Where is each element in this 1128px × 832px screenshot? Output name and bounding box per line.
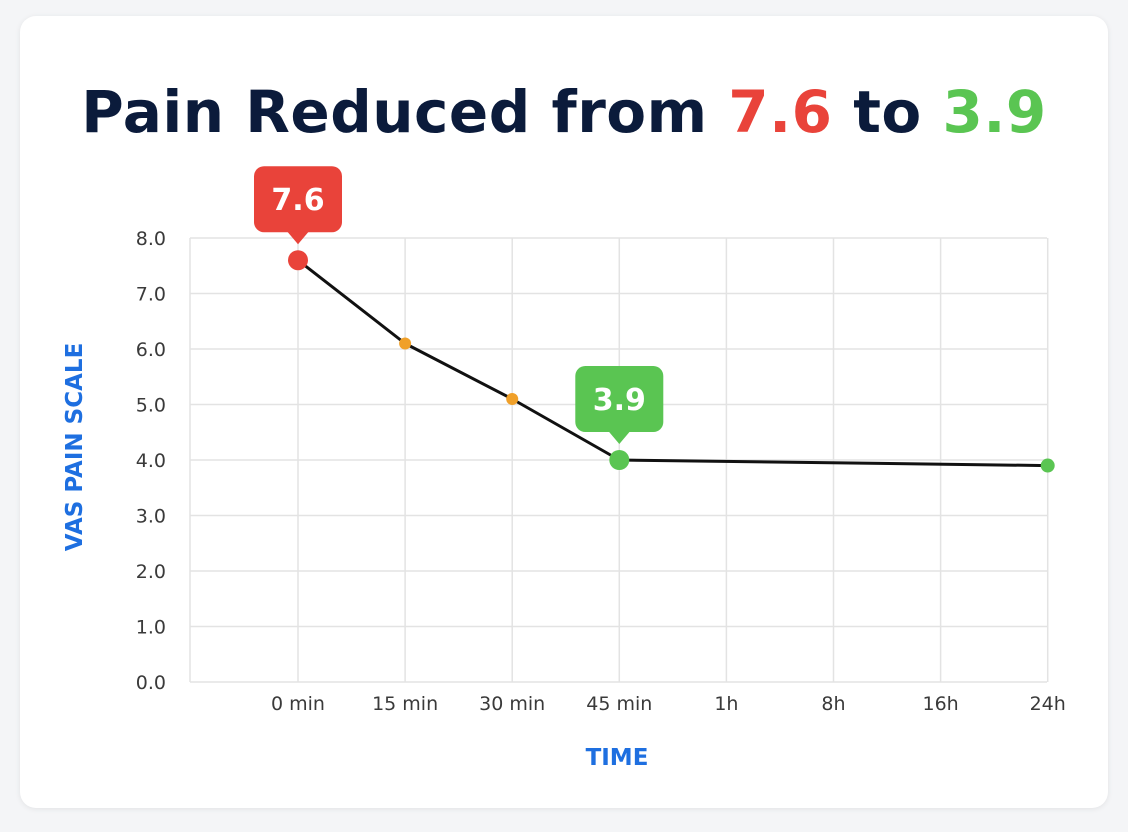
chart-card xyxy=(20,16,1108,808)
title-start-value: 7.6 xyxy=(728,78,833,146)
data-point xyxy=(506,392,519,405)
badge-label: 7.6 xyxy=(271,183,324,218)
data-point xyxy=(288,250,308,271)
title-middle: to xyxy=(832,78,943,146)
y-tick-label: 7.0 xyxy=(136,284,166,306)
y-axis-label: VAS PAIN SCALE xyxy=(62,343,88,552)
y-tick-label: 6.0 xyxy=(136,339,166,361)
badge-box xyxy=(575,366,664,432)
x-tick-labels: 0 min 15 min 30 min 45 min 1h 8h 16h 24h xyxy=(271,693,1066,715)
data-point xyxy=(399,337,412,350)
x-tick-label: 8h xyxy=(821,693,845,715)
title-end-value: 3.9 xyxy=(942,78,1047,146)
annotation-badges: 7.6 3.9 xyxy=(254,166,664,444)
grid-lines xyxy=(189,237,1049,683)
y-tick-label: 0.0 xyxy=(136,672,166,694)
badge-label: 3.9 xyxy=(593,383,646,418)
badge-pointer xyxy=(287,231,309,245)
y-tick-label: 4.0 xyxy=(136,450,166,472)
x-axis-label: TIME xyxy=(586,745,649,771)
y-tick-label: 2.0 xyxy=(136,561,166,583)
annotation-badge: 7.6 xyxy=(254,166,342,245)
y-tick-labels: 0.0 1.0 2.0 3.0 4.0 5.0 6.0 7.0 8.0 xyxy=(136,228,166,694)
y-tick-label: 3.0 xyxy=(136,506,166,528)
x-tick-label: 24h xyxy=(1030,693,1066,715)
annotation-badge: 3.9 xyxy=(575,366,664,444)
x-tick-label: 16h xyxy=(922,693,958,715)
data-point xyxy=(609,450,630,470)
chart-title: Pain Reduced from 7.6 to 3.9 xyxy=(0,78,1128,146)
x-tick-label: 30 min xyxy=(479,693,545,715)
y-tick-label: 8.0 xyxy=(136,228,166,250)
badge-pointer xyxy=(608,431,631,444)
data-points xyxy=(288,250,1055,473)
badge-box xyxy=(254,166,342,233)
series-line xyxy=(296,258,1050,468)
y-tick-label: 1.0 xyxy=(136,617,166,639)
data-point xyxy=(1040,458,1055,473)
x-tick-label: 45 min xyxy=(586,693,652,715)
x-tick-label: 15 min xyxy=(372,693,438,715)
title-prefix: Pain Reduced from xyxy=(81,78,729,146)
y-tick-label: 5.0 xyxy=(136,395,166,417)
x-tick-label: 0 min xyxy=(271,693,325,715)
x-tick-label: 1h xyxy=(714,693,738,715)
